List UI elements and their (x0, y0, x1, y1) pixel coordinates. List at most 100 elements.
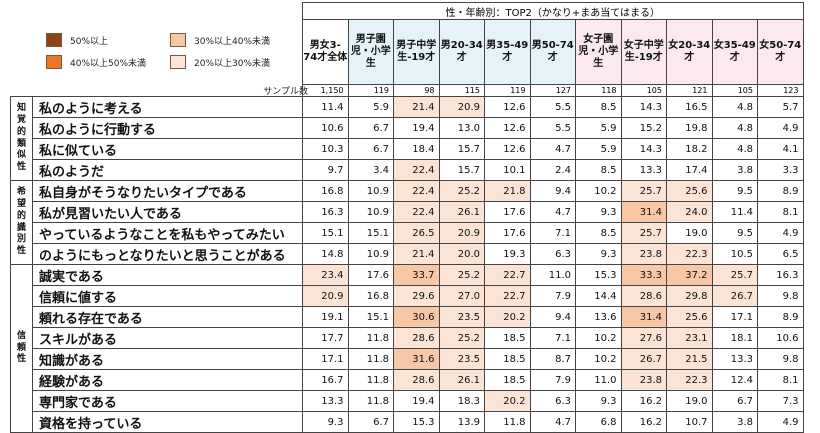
value-cell: 37.2 (666, 264, 713, 286)
row-label: 私自身がそうなりたいタイプである (32, 180, 303, 202)
value-cell: 29.6 (393, 285, 440, 307)
column-header: 女子園児・小学生 (575, 19, 622, 85)
value-cell: 25.2 (438, 264, 485, 286)
value-cell: 10.2 (575, 348, 622, 370)
value-cell: 17.1 (302, 348, 349, 370)
data-table: 性・年齢別：TOP2（かなり+まあ当てはまる） 男女3-74才全体 男子園児・小学生… (10, 2, 804, 433)
value-cell: 10.9 (347, 201, 394, 223)
value-cell: 7.3 (757, 390, 804, 412)
value-cell: 9.5 (711, 180, 758, 202)
value-cell: 13.0 (438, 117, 485, 139)
value-cell: 22.3 (666, 243, 713, 265)
value-cell: 10.2 (575, 327, 622, 349)
value-cell: 13.9 (438, 411, 485, 433)
value-cell: 5.7 (757, 96, 804, 118)
legend-label: 30%以上40%未満 (194, 36, 271, 47)
value-cell: 6.7 (347, 117, 394, 139)
value-cell: 13.3 (302, 390, 349, 412)
value-cell: 6.3 (529, 243, 576, 265)
value-cell: 27.6 (620, 327, 667, 349)
value-cell: 3.3 (757, 159, 804, 181)
value-cell: 18.1 (711, 327, 758, 349)
row-label: 私のように考える (32, 96, 303, 118)
value-cell: 16.2 (620, 411, 667, 433)
value-cell: 9.5 (711, 222, 758, 244)
value-cell: 10.6 (302, 117, 349, 139)
legend-label: 50%以上 (70, 36, 109, 47)
value-cell: 12.6 (484, 138, 531, 160)
value-cell: 18.5 (484, 327, 531, 349)
row-label: 経験がある (32, 369, 303, 391)
value-cell: 5.9 (575, 117, 622, 139)
legend-item: 30%以上40%未満 (170, 33, 270, 47)
value-cell: 16.5 (666, 96, 713, 118)
value-cell: 14.3 (620, 96, 667, 118)
value-cell: 25.2 (438, 180, 485, 202)
value-cell: 9.4 (529, 306, 576, 328)
value-cell: 10.6 (757, 327, 804, 349)
value-cell: 27.0 (438, 285, 485, 307)
value-cell: 18.5 (484, 369, 531, 391)
value-cell: 4.7 (529, 138, 576, 160)
value-cell: 33.7 (393, 264, 440, 286)
value-cell: 9.7 (302, 159, 349, 181)
value-cell: 11.0 (529, 264, 576, 286)
value-cell: 22.3 (666, 369, 713, 391)
value-cell: 4.7 (529, 411, 576, 433)
value-cell: 25.2 (438, 327, 485, 349)
column-header: 男子園児・小学生 (347, 19, 394, 85)
value-cell: 11.8 (484, 411, 531, 433)
value-cell: 15.1 (302, 222, 349, 244)
sample-size: 1,150 (302, 84, 349, 97)
value-cell: 15.7 (438, 159, 485, 181)
value-cell: 17.7 (302, 327, 349, 349)
row-label: 知識がある (32, 348, 303, 370)
value-cell: 22.7 (484, 285, 531, 307)
header-blank (11, 3, 303, 85)
value-cell: 18.4 (393, 138, 440, 160)
column-header: 女35-49才 (711, 19, 758, 85)
legend-label: 20%以上30%未満 (194, 58, 271, 69)
sample-size: 118 (575, 84, 622, 97)
value-cell: 30.6 (393, 306, 440, 328)
sample-blank (11, 85, 303, 97)
value-cell: 11.0 (575, 369, 622, 391)
value-cell: 19.3 (484, 243, 531, 265)
value-cell: 8.1 (757, 201, 804, 223)
value-cell: 20.9 (438, 96, 485, 118)
value-cell: 26.1 (438, 369, 485, 391)
sample-size: 127 (529, 84, 576, 97)
value-cell: 22.7 (484, 264, 531, 286)
value-cell: 14.4 (575, 285, 622, 307)
value-cell: 22.4 (393, 159, 440, 181)
value-cell: 9.3 (302, 411, 349, 433)
value-cell: 10.9 (347, 243, 394, 265)
value-cell: 17.6 (347, 264, 394, 286)
sample-size-label: サンプル数 (263, 87, 308, 97)
value-cell: 15.1 (347, 306, 394, 328)
value-cell: 18.3 (438, 390, 485, 412)
column-header: 男50-74才 (529, 19, 576, 85)
value-cell: 20.2 (484, 390, 531, 412)
value-cell: 9.3 (575, 243, 622, 265)
row-label: 私のように行動する (32, 117, 303, 139)
sample-size: 119 (347, 84, 394, 97)
value-cell: 25.7 (711, 264, 758, 286)
legend-item: 40%以上50%未満 (46, 55, 146, 69)
value-cell: 17.6 (484, 222, 531, 244)
column-header: 男20-34才 (438, 19, 485, 85)
value-cell: 10.5 (711, 243, 758, 265)
value-cell: 17.1 (711, 306, 758, 328)
sample-size: 105 (711, 84, 758, 97)
value-cell: 16.3 (757, 264, 804, 286)
value-cell: 8.7 (529, 348, 576, 370)
legend-swatch (46, 33, 62, 47)
value-cell: 12.6 (484, 117, 531, 139)
value-cell: 14.8 (302, 243, 349, 265)
value-cell: 14.3 (620, 138, 667, 160)
row-label: 信頼に値する (32, 285, 303, 307)
value-cell: 11.4 (302, 96, 349, 118)
value-cell: 22.4 (393, 201, 440, 223)
value-cell: 10.7 (666, 411, 713, 433)
value-cell: 7.9 (529, 369, 576, 391)
